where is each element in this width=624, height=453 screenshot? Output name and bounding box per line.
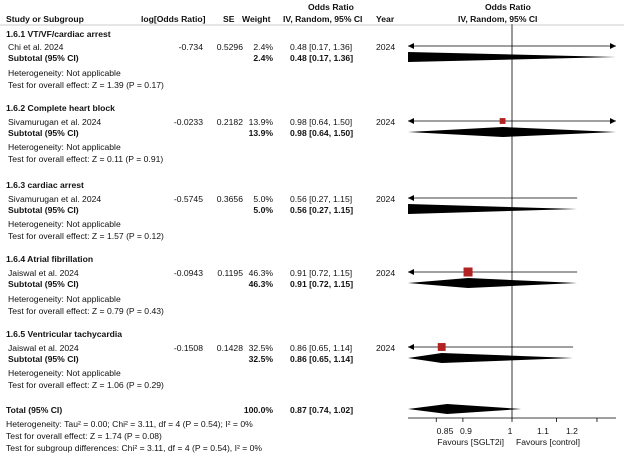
tick-label-0.85: 0.85 (436, 426, 454, 436)
ci-arrow-left-study-4 (408, 269, 414, 275)
study-5-name: Jaiswal et al. 2024 (8, 343, 79, 353)
subgroup-5-overall: Test for overall effect: Z = 1.06 (P = 0… (8, 380, 164, 390)
study-3-weight: 5.0% (253, 194, 273, 204)
header-plot-method: IV, Random, 95% CI (458, 14, 538, 24)
subgroup-1-heterogeneity: Heterogeneity: Not applicable (8, 68, 121, 78)
study-2-name: Sivamurugan et al. 2024 (8, 117, 102, 127)
study-4-weight: 46.3% (248, 268, 273, 278)
ci-arrow-left-study-3 (408, 195, 414, 201)
total-subgroup-diff: Test for subgroup differences: Chi² = 3.… (6, 443, 263, 453)
total-overall: Test for overall effect: Z = 1.74 (P = 0… (6, 431, 162, 441)
subgroup-4-title: 1.6.4 Atrial fibrillation (6, 254, 94, 264)
tick-label-0.9: 0.9 (460, 426, 472, 436)
subtotal-4-label: Subtotal (95% CI) (8, 279, 79, 289)
subtotal-diamond-2 (408, 127, 616, 137)
study-4-se: 0.1195 (217, 268, 243, 278)
header-study: Study or Subgroup (6, 14, 84, 24)
ci-arrow-left-study-1 (408, 43, 414, 49)
tick-label-1: 1 (507, 426, 513, 436)
ci-arrow-right-study-1 (610, 43, 616, 49)
study-5-year: 2024 (376, 343, 396, 353)
study-1-ci: 0.48 [0.17, 1.36] (290, 42, 353, 52)
subgroup-4-overall: Test for overall effect: Z = 0.79 (P = 0… (8, 306, 164, 316)
study-2-weight: 13.9% (248, 117, 273, 127)
header-logor: log[Odds Ratio] (141, 14, 206, 24)
study-5-ci: 0.86 [0.65, 1.14] (290, 343, 353, 353)
total-label: Total (95% CI) (6, 405, 63, 415)
subtotal-5-ci: 0.86 [0.65, 1.14] (290, 354, 354, 364)
study-1-weight: 2.4% (253, 42, 273, 52)
study-2-se: 0.2182 (216, 117, 243, 127)
subtotal-3-label: Subtotal (95% CI) (8, 205, 79, 215)
subtotal-5-weight: 32.5% (248, 354, 273, 364)
ci-arrow-left-study-2 (408, 118, 414, 124)
favours-right-label: Favours [control] (516, 437, 580, 447)
study-1-name: Chi et al. 2024 (8, 42, 64, 52)
total-heterogeneity: Heterogeneity: Tau² = 0.00; Chi² = 3.11,… (6, 419, 253, 429)
subgroup-5-heterogeneity: Heterogeneity: Not applicable (8, 368, 121, 378)
study-2-year: 2024 (376, 117, 396, 127)
study-4-year: 2024 (376, 268, 396, 278)
subtotal-diamond-5 (408, 353, 574, 363)
study-4-ci: 0.91 [0.72, 1.15] (290, 268, 353, 278)
subgroup-2-title: 1.6.2 Complete heart block (6, 103, 115, 113)
subgroup-2-overall: Test for overall effect: Z = 0.11 (P = 0… (8, 154, 164, 164)
ci-arrow-left-study-5 (408, 344, 414, 350)
subgroup-5-title: 1.6.5 Ventricular tachycardia (6, 329, 123, 339)
point-estimate-study-4 (463, 267, 473, 277)
subgroup-1-overall: Test for overall effect: Z = 1.39 (P = 0… (8, 80, 164, 90)
study-1-year: 2024 (376, 42, 396, 52)
subtotal-3-ci: 0.56 [0.27, 1.15] (290, 205, 354, 215)
study-5-weight: 32.5% (248, 343, 273, 353)
subgroup-2-heterogeneity: Heterogeneity: Not applicable (8, 142, 121, 152)
study-5-se: 0.1428 (216, 343, 243, 353)
point-estimate-study-2 (499, 118, 506, 124)
header-se: SE (223, 14, 235, 24)
subgroup-3-heterogeneity: Heterogeneity: Not applicable (8, 219, 121, 229)
study-3-ci: 0.56 [0.27, 1.15] (290, 194, 353, 204)
study-4-logor: -0.0943 (173, 268, 203, 278)
subtotal-2-weight: 13.9% (248, 128, 273, 138)
favours-left-label: Favours [SGLT2i] (437, 437, 504, 447)
subtotal-2-label: Subtotal (95% CI) (8, 128, 79, 138)
header-or-method: IV, Random, 95% CI (283, 14, 363, 24)
subtotal-diamond-3 (408, 204, 578, 214)
study-4-name: Jaiswal et al. 2024 (8, 268, 79, 278)
study-1-logor: -0.734 (178, 42, 203, 52)
subtotal-5-label: Subtotal (95% CI) (8, 354, 79, 364)
subtotal-1-ci: 0.48 [0.17, 1.36] (290, 53, 354, 63)
subgroup-3-overall: Test for overall effect: Z = 1.57 (P = 0… (8, 231, 164, 241)
subtotal-2-ci: 0.98 [0.64, 1.50] (290, 128, 354, 138)
tick-label-1.2: 1.2 (566, 426, 578, 436)
study-2-ci: 0.98 [0.64, 1.50] (290, 117, 353, 127)
subtotal-3-weight: 5.0% (253, 205, 273, 215)
subtotal-diamond-1 (408, 52, 616, 62)
point-estimate-study-5 (437, 343, 446, 351)
header-plot-title: Odds Ratio (485, 2, 531, 12)
study-3-name: Sivamurugan et al. 2024 (8, 194, 102, 204)
header-weight: Weight (242, 14, 271, 24)
study-1-se: 0.5296 (216, 42, 243, 52)
subtotal-4-weight: 46.3% (248, 279, 273, 289)
subtotal-diamond-4 (408, 278, 578, 288)
study-5-logor: -0.1508 (173, 343, 203, 353)
subtotal-4-ci: 0.91 [0.72, 1.15] (290, 279, 354, 289)
study-3-se: 0.3656 (216, 194, 243, 204)
subgroup-1-title: 1.6.1 VT/VF/cardiac arrest (6, 29, 111, 39)
header-or-title: Odds Ratio (308, 2, 354, 12)
total-ci: 0.87 [0.74, 1.02] (290, 405, 354, 415)
subtotal-1-weight: 2.4% (253, 53, 273, 63)
ci-arrow-right-study-2 (610, 118, 616, 124)
subgroup-3-title: 1.6.3 cardiac arrest (6, 180, 84, 190)
subgroup-4-heterogeneity: Heterogeneity: Not applicable (8, 294, 121, 304)
subtotal-1-label: Subtotal (95% CI) (8, 53, 79, 63)
study-3-year: 2024 (376, 194, 396, 204)
tick-label-1.1: 1.1 (537, 426, 549, 436)
header-year: Year (376, 14, 395, 24)
study-3-logor: -0.5745 (173, 194, 203, 204)
total-weight: 100.0% (243, 405, 273, 415)
study-2-logor: -0.0233 (173, 117, 203, 127)
total-diamond (408, 404, 522, 414)
